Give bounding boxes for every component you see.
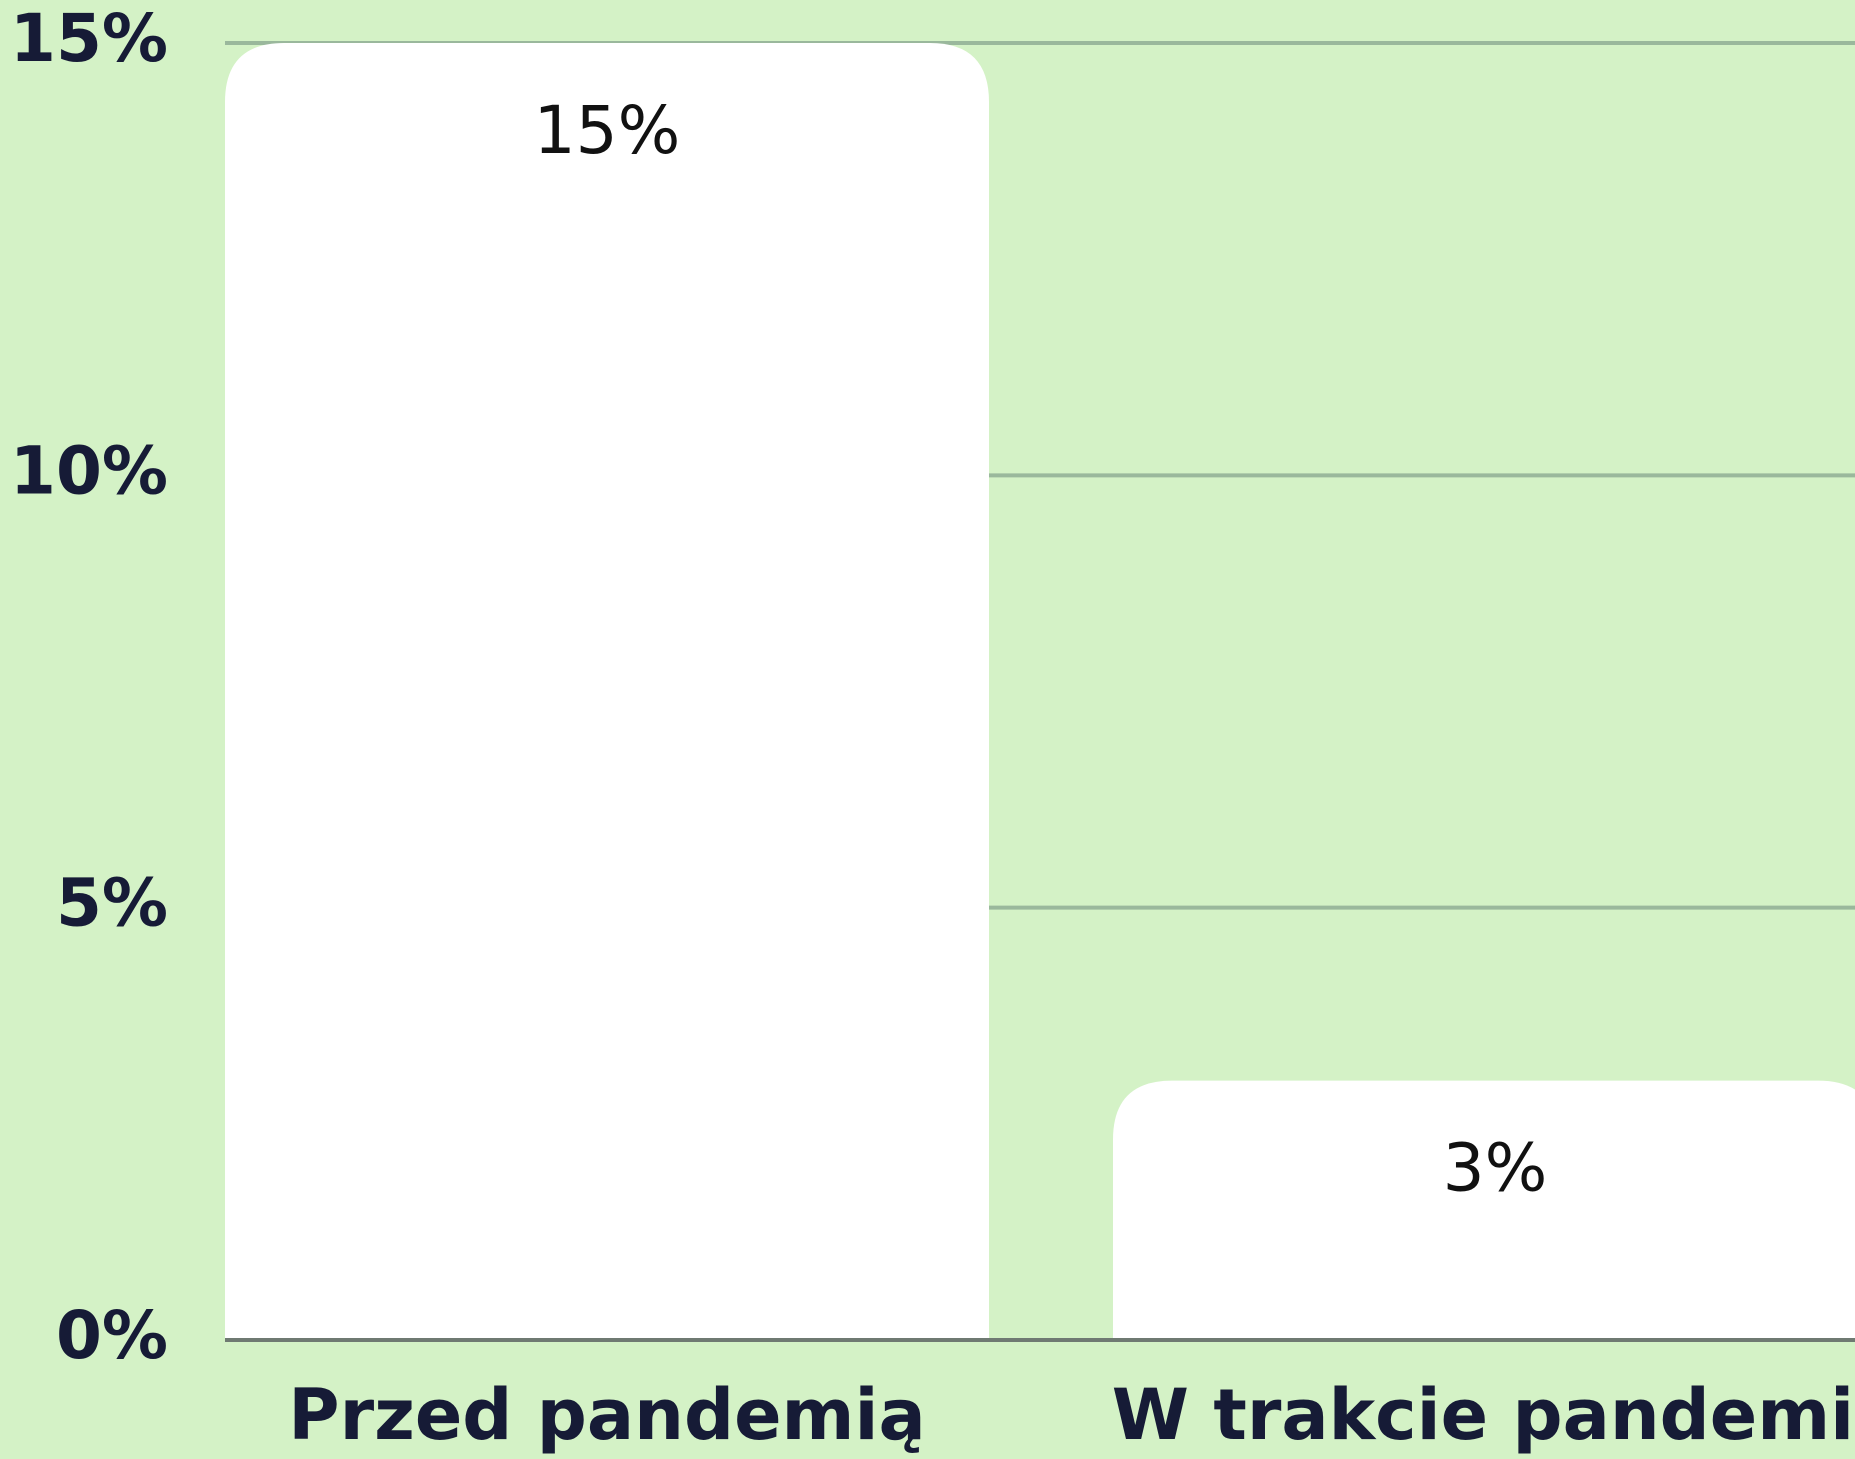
y-tick-label: 15% <box>10 0 168 77</box>
y-tick-label: 0% <box>56 1297 168 1374</box>
bar <box>1113 1080 1855 1340</box>
y-tick-label: 10% <box>10 432 168 509</box>
value-label: 3% <box>1443 1130 1548 1207</box>
x-tick-label: W trakcie pandemii <box>1112 1374 1855 1456</box>
y-tick-label: 5% <box>56 865 168 942</box>
value-label: 15% <box>534 92 681 169</box>
bar <box>225 43 989 1340</box>
x-tick-label: Przed pandemią <box>288 1374 925 1456</box>
